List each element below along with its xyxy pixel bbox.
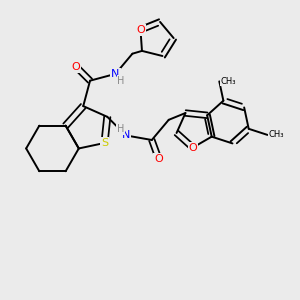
- Text: S: S: [101, 138, 108, 148]
- Text: H: H: [117, 124, 124, 134]
- Text: O: O: [136, 25, 145, 35]
- Text: CH₃: CH₃: [268, 130, 284, 140]
- Text: N: N: [122, 130, 130, 140]
- Text: O: O: [188, 142, 197, 153]
- Text: H: H: [117, 76, 125, 86]
- Text: CH₃: CH₃: [220, 77, 236, 86]
- Text: O: O: [72, 62, 80, 72]
- Text: N: N: [111, 69, 120, 79]
- Text: O: O: [154, 154, 163, 164]
